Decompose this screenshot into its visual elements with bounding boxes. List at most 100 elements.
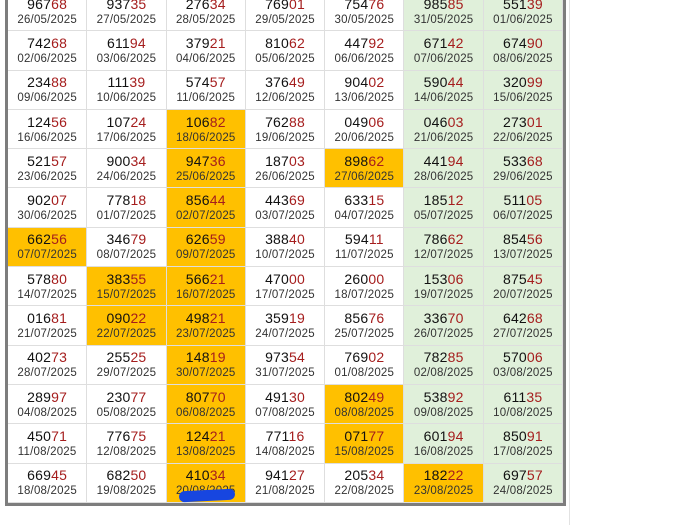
- result-cell: 85456 13/07/2025: [483, 227, 564, 268]
- number-tail: 44: [447, 74, 464, 91]
- number-head: 410: [185, 467, 210, 484]
- result-date: 24/08/2025: [493, 485, 553, 498]
- result-cell: 32099 15/06/2025: [483, 70, 564, 110]
- result-cell: 10682 18/06/2025: [166, 109, 246, 150]
- number-tail: 62: [289, 34, 306, 51]
- number-head: 802: [344, 388, 369, 405]
- number-tail: 80: [51, 270, 68, 287]
- number-tail: 16: [288, 427, 305, 444]
- result-date: 26/06/2025: [255, 170, 315, 183]
- result-cell: 25525 29/07/2025: [87, 345, 167, 385]
- result-date: 01/07/2025: [96, 210, 157, 223]
- result-date: 09/06/2025: [17, 92, 77, 105]
- number-tail: 36: [209, 152, 226, 169]
- result-date: 05/06/2025: [255, 52, 315, 65]
- result-number: 18703: [265, 153, 305, 170]
- result-number: 04603: [424, 114, 464, 131]
- result-cell: 59044 14/06/2025: [404, 70, 484, 110]
- result-number: 53892: [424, 389, 464, 406]
- result-date: 20/07/2025: [493, 288, 553, 301]
- result-date: 09/07/2025: [175, 249, 236, 262]
- result-cell: 80770 06/08/2025: [166, 384, 246, 425]
- result-cell: 60194 16/08/2025: [404, 424, 484, 464]
- result-number: 85456: [503, 231, 543, 248]
- number-tail: 75: [130, 427, 147, 444]
- result-cell: 64268 27/07/2025: [483, 306, 564, 346]
- number-tail: 62: [447, 231, 464, 248]
- number-head: 470: [265, 270, 290, 287]
- result-date: 01/08/2025: [334, 367, 395, 380]
- result-cell: 74268 02/06/2025: [8, 31, 88, 71]
- result-cell: 81062 05/06/2025: [245, 31, 326, 71]
- number-tail: 22: [130, 310, 147, 327]
- result-cell: 27634 28/05/2025: [166, 0, 246, 32]
- result-cell: 45071 11/08/2025: [8, 424, 88, 464]
- number-head: 900: [106, 152, 131, 169]
- result-number: 59411: [345, 231, 384, 248]
- number-head: 049: [344, 113, 369, 130]
- number-tail: 07: [51, 192, 68, 209]
- result-date: 18/07/2025: [334, 288, 395, 301]
- result-date: 22/07/2025: [96, 328, 157, 341]
- result-date: 17/08/2025: [493, 445, 553, 458]
- result-date: 29/05/2025: [255, 13, 315, 26]
- number-tail: 62: [368, 152, 385, 169]
- number-head: 662: [27, 231, 52, 248]
- number-head: 778: [106, 192, 131, 209]
- number-head: 697: [502, 467, 527, 484]
- number-tail: 50: [130, 467, 147, 484]
- number-tail: 06: [526, 349, 543, 366]
- result-cell: 76902 01/08/2025: [325, 345, 405, 385]
- number-head: 633: [344, 192, 369, 209]
- result-date: 15/07/2025: [96, 288, 157, 301]
- number-head: 570: [502, 349, 527, 366]
- result-cell: 38355 15/07/2025: [87, 267, 167, 307]
- number-tail: 55: [130, 270, 147, 287]
- result-date: 02/08/2025: [413, 367, 474, 380]
- number-head: 810: [265, 34, 290, 51]
- result-date: 04/06/2025: [175, 52, 236, 65]
- number-tail: 88: [289, 113, 306, 130]
- number-head: 153: [423, 270, 448, 287]
- result-cell: 61135 10/08/2025: [483, 384, 564, 425]
- number-tail: 01: [289, 0, 306, 12]
- result-number: 87545: [503, 271, 543, 288]
- number-head: 185: [423, 192, 448, 209]
- result-date: 23/07/2025: [175, 328, 236, 341]
- result-number: 07177: [344, 428, 384, 445]
- number-head: 856: [185, 192, 210, 209]
- number-head: 973: [265, 349, 290, 366]
- number-tail: 85: [447, 349, 464, 366]
- result-number: 32099: [503, 74, 543, 91]
- number-head: 682: [106, 467, 131, 484]
- result-cell: 66256 07/07/2025: [8, 227, 88, 268]
- number-tail: 76: [368, 0, 385, 12]
- result-cell: 66945 18/08/2025: [8, 463, 88, 503]
- result-cell: 07177 15/08/2025: [325, 424, 405, 464]
- number-tail: 56: [51, 231, 68, 248]
- result-number: 57880: [27, 271, 67, 288]
- result-number: 44194: [424, 153, 464, 170]
- number-head: 124: [185, 427, 210, 444]
- result-number: 85644: [186, 192, 226, 209]
- result-cell: 49130 07/08/2025: [245, 384, 326, 425]
- number-head: 273: [502, 113, 527, 130]
- number-tail: 54: [289, 349, 306, 366]
- number-tail: 49: [368, 388, 385, 405]
- number-tail: 76: [368, 310, 385, 327]
- result-number: 44792: [344, 35, 384, 52]
- number-tail: 79: [130, 231, 147, 248]
- number-tail: 21: [209, 34, 226, 51]
- number-head: 255: [106, 349, 131, 366]
- result-cell: 37649 12/06/2025: [245, 70, 326, 110]
- number-tail: 68: [526, 310, 543, 327]
- result-date: 16/08/2025: [413, 445, 474, 458]
- number-tail: 03: [289, 152, 306, 169]
- result-number: 38840: [265, 231, 305, 248]
- number-head: 762: [265, 113, 290, 130]
- number-head: 071: [344, 427, 369, 444]
- result-number: 10724: [106, 114, 146, 131]
- number-tail: 40: [289, 231, 306, 248]
- number-head: 359: [265, 310, 290, 327]
- result-number: 62659: [186, 231, 226, 248]
